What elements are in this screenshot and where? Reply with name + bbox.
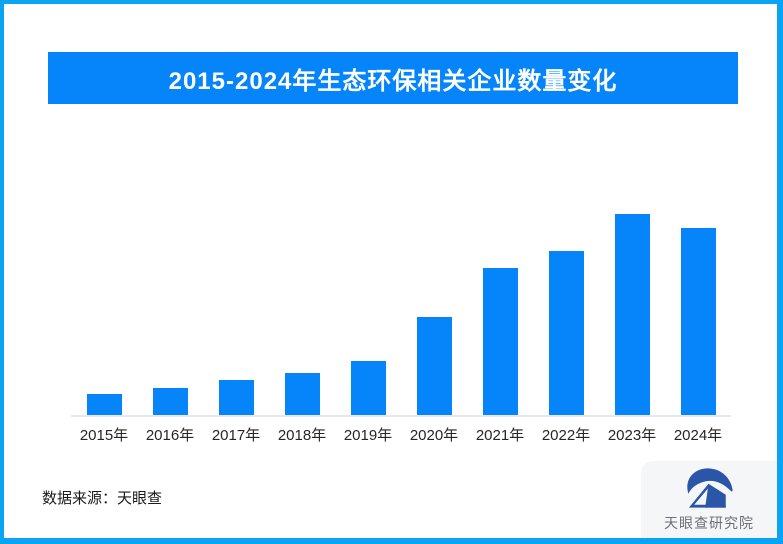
- x-axis-label: 2020年: [409, 427, 459, 444]
- bar-2024年: [680, 228, 716, 415]
- bar-2022年: [548, 251, 584, 415]
- bar-slot: [335, 150, 401, 415]
- chart-title-banner: 2015-2024年生态环保相关企业数量变化: [48, 52, 738, 104]
- bar-2019年: [350, 361, 386, 415]
- bar-slot: [71, 150, 137, 415]
- bar-2017年: [218, 380, 254, 415]
- logo-wordmark: 天眼查研究院: [664, 515, 754, 531]
- bar-chart: [71, 150, 731, 417]
- tianyancha-logo-icon: [687, 468, 733, 508]
- x-axis-label: 2022年: [541, 427, 591, 444]
- chart-title: 2015-2024年生态环保相关企业数量变化: [168, 67, 618, 95]
- x-axis-label: 2021年: [475, 427, 525, 444]
- bar-slot: [203, 150, 269, 415]
- bar-2020年: [416, 317, 452, 415]
- data-source-note: 数据来源：天眼查: [42, 490, 163, 507]
- x-axis-label: 2016年: [145, 427, 195, 444]
- x-axis-label: 2018年: [277, 427, 327, 444]
- x-axis-label: 2024年: [673, 427, 723, 444]
- x-axis-label: 2019年: [343, 427, 393, 444]
- bar-slot: [401, 150, 467, 415]
- x-axis-label: 2017年: [211, 427, 261, 444]
- bar-2021年: [482, 268, 518, 415]
- bar-2023年: [614, 214, 650, 415]
- bar-2016年: [152, 388, 188, 415]
- x-axis-label: 2023年: [607, 427, 657, 444]
- logo-box: 天眼查研究院: [641, 461, 777, 538]
- bar-slot: [269, 150, 335, 415]
- bar-slot: [137, 150, 203, 415]
- x-axis-label: 2015年: [79, 427, 129, 444]
- bar-slot: [599, 150, 665, 415]
- bar-slot: [467, 150, 533, 415]
- bar-2018年: [284, 373, 320, 415]
- bar-2015年: [86, 394, 122, 415]
- bar-slot: [665, 150, 731, 415]
- x-axis-labels: 2015年 2016年 2017年 2018年 2019年 2020年 2021年 2022年…: [71, 424, 731, 445]
- bar-slot: [533, 150, 599, 415]
